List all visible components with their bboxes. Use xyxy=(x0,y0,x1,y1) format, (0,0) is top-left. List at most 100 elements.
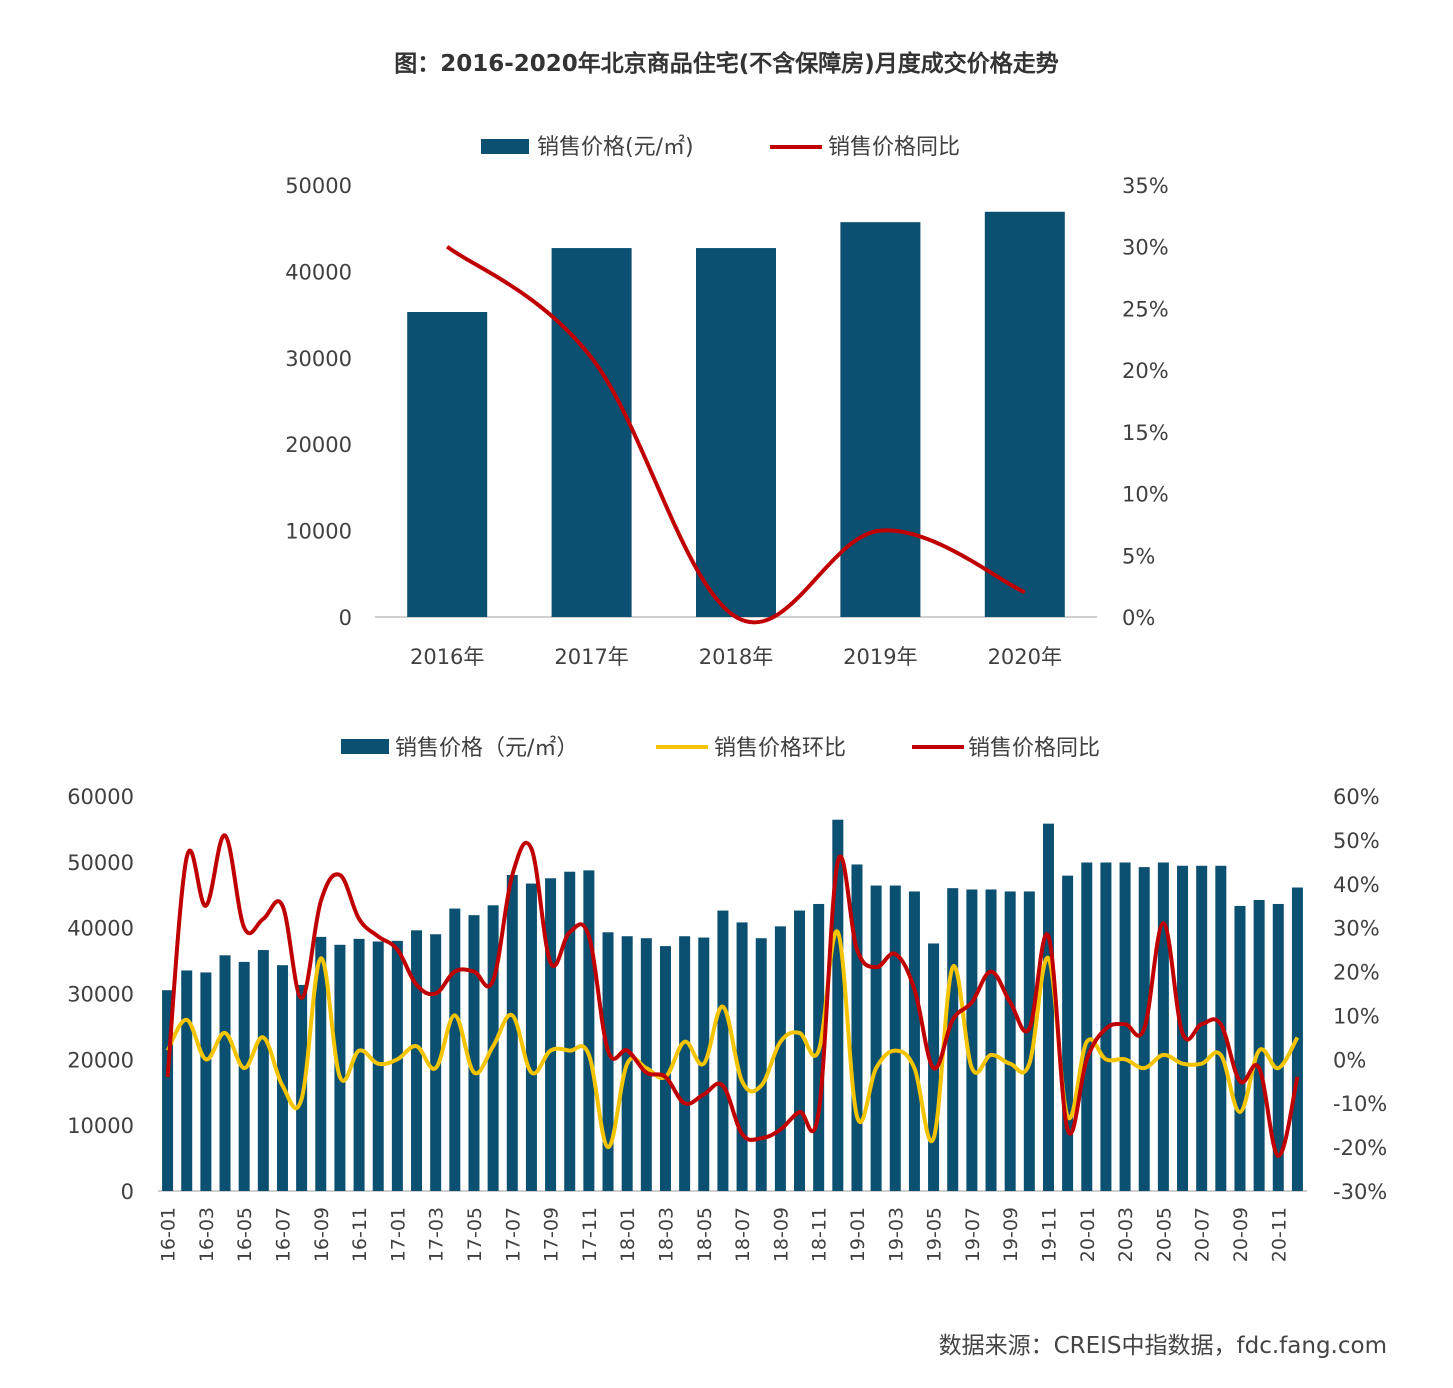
left-axis-tick: 40000 xyxy=(67,917,134,941)
price-bar xyxy=(372,941,384,1191)
x-axis-tick: 18-01 xyxy=(617,1207,639,1262)
x-axis-tick: 2018年 xyxy=(699,645,773,669)
x-axis-tick: 20-05 xyxy=(1153,1207,1175,1262)
price-bar xyxy=(407,312,488,617)
annual-price-chart: 销售价格(元/㎡) 销售价格同比 0 10000 20000 30000 40000 5000… xyxy=(285,134,1169,669)
x-axis-tick: 2016年 xyxy=(410,645,484,669)
x-axis-tick: 18-07 xyxy=(732,1207,754,1262)
price-bar xyxy=(219,955,231,1191)
right-axis-tick: 0% xyxy=(1122,606,1155,630)
x-axis-tick: 16-09 xyxy=(311,1207,333,1262)
left-axis-tick: 50000 xyxy=(285,174,352,198)
x-axis-tick: 17-07 xyxy=(502,1207,524,1262)
price-bar xyxy=(334,944,346,1191)
price-bar xyxy=(640,938,652,1191)
price-bar xyxy=(315,936,327,1191)
price-bar xyxy=(1253,900,1265,1191)
legend-bar-label: 销售价格（元/㎡） xyxy=(395,735,578,761)
price-bar xyxy=(947,888,959,1191)
yoy-line xyxy=(165,833,1300,1158)
price-bar xyxy=(755,938,767,1191)
x-axis-tick: 2019年 xyxy=(843,645,917,669)
left-axis-tick: 10000 xyxy=(285,520,352,544)
x-axis-tick: 2020年 xyxy=(988,645,1062,669)
legend-bar-swatch xyxy=(481,139,529,154)
price-bar xyxy=(551,248,632,617)
price-bar xyxy=(679,936,691,1191)
left-axis-tick: 10000 xyxy=(67,1114,134,1138)
x-axis-tick: 18-05 xyxy=(694,1207,716,1262)
right-axis-tick: -10% xyxy=(1333,1092,1387,1116)
price-bar xyxy=(200,972,212,1191)
right-axis-tick: 10% xyxy=(1122,483,1169,507)
legend-bar-label: 销售价格(元/㎡) xyxy=(537,134,694,160)
price-bar xyxy=(391,940,403,1191)
left-axis-tick: 40000 xyxy=(285,260,352,284)
x-axis-tick: 18-03 xyxy=(656,1207,678,1262)
right-axis-tick: 35% xyxy=(1122,174,1169,198)
price-bar xyxy=(1157,862,1169,1191)
source-note: 数据来源：CREIS中指数据，fdc.fang.com xyxy=(938,1333,1387,1359)
price-bar xyxy=(736,922,748,1191)
price-bar xyxy=(602,932,614,1191)
chart-title: 图：2016-2020年北京商品住宅(不含保障房)月度成交价格走势 xyxy=(394,51,1059,77)
legend-mom-label: 销售价格环比 xyxy=(714,736,846,761)
left-axis-tick: 60000 xyxy=(67,785,134,809)
price-bar xyxy=(1234,905,1246,1191)
price-bar xyxy=(468,915,480,1191)
right-axis-tick: -30% xyxy=(1333,1180,1387,1204)
price-bar xyxy=(1004,891,1016,1191)
price-bar xyxy=(1272,903,1284,1191)
x-axis-tick: 17-05 xyxy=(464,1207,486,1262)
price-bar xyxy=(583,870,595,1191)
price-bar xyxy=(717,910,729,1191)
left-axis-tick: 50000 xyxy=(67,851,134,875)
price-bar xyxy=(411,930,423,1191)
x-axis-tick: 18-09 xyxy=(770,1207,792,1262)
right-axis-tick: 15% xyxy=(1122,421,1169,445)
price-bar xyxy=(564,871,576,1191)
x-axis-tick: 16-11 xyxy=(349,1207,371,1262)
price-bar xyxy=(851,864,863,1191)
right-axis-tick: 20% xyxy=(1122,359,1169,383)
yoy-line xyxy=(445,245,1026,625)
left-axis-tick: 0 xyxy=(121,1180,134,1204)
price-bar xyxy=(889,885,901,1191)
x-axis-tick: 18-11 xyxy=(809,1207,831,1262)
x-axis-tick: 20-01 xyxy=(1077,1207,1099,1262)
price-bar xyxy=(181,970,193,1191)
price-bar xyxy=(1196,865,1208,1191)
price-bar xyxy=(966,889,978,1191)
price-bar xyxy=(774,926,786,1191)
price-bar xyxy=(1023,891,1035,1191)
x-axis-tick: 20-07 xyxy=(1192,1207,1214,1262)
price-bar xyxy=(840,222,921,617)
x-axis-tick: 17-09 xyxy=(541,1207,563,1262)
price-bar xyxy=(449,908,461,1191)
x-axis-tick: 20-11 xyxy=(1268,1207,1290,1262)
price-bar xyxy=(353,938,365,1191)
x-axis-tick: 17-03 xyxy=(426,1207,448,1262)
x-axis-tick: 19-01 xyxy=(847,1207,869,1262)
right-axis-tick: 0% xyxy=(1333,1048,1366,1072)
x-axis-tick: 20-03 xyxy=(1115,1207,1137,1262)
right-axis-tick: 20% xyxy=(1333,961,1380,985)
x-axis-tick: 16-01 xyxy=(158,1207,180,1262)
price-bar xyxy=(794,910,806,1191)
right-axis-tick: 50% xyxy=(1333,829,1380,853)
price-bar xyxy=(659,946,671,1191)
left-axis-tick: 30000 xyxy=(285,347,352,371)
right-axis-tick: 5% xyxy=(1122,544,1155,568)
price-bar xyxy=(908,891,920,1191)
legend-yoy-label: 销售价格同比 xyxy=(968,736,1100,761)
price-bar xyxy=(545,878,557,1191)
price-bar xyxy=(1042,823,1054,1191)
price-bar xyxy=(430,934,442,1191)
price-bar xyxy=(162,990,174,1191)
x-axis-tick: 2017年 xyxy=(554,645,628,669)
price-bar xyxy=(276,965,288,1191)
price-bar xyxy=(238,961,250,1191)
x-axis-tick: 16-03 xyxy=(196,1207,218,1262)
x-axis-tick: 20-09 xyxy=(1230,1207,1252,1262)
price-bar xyxy=(870,885,882,1191)
